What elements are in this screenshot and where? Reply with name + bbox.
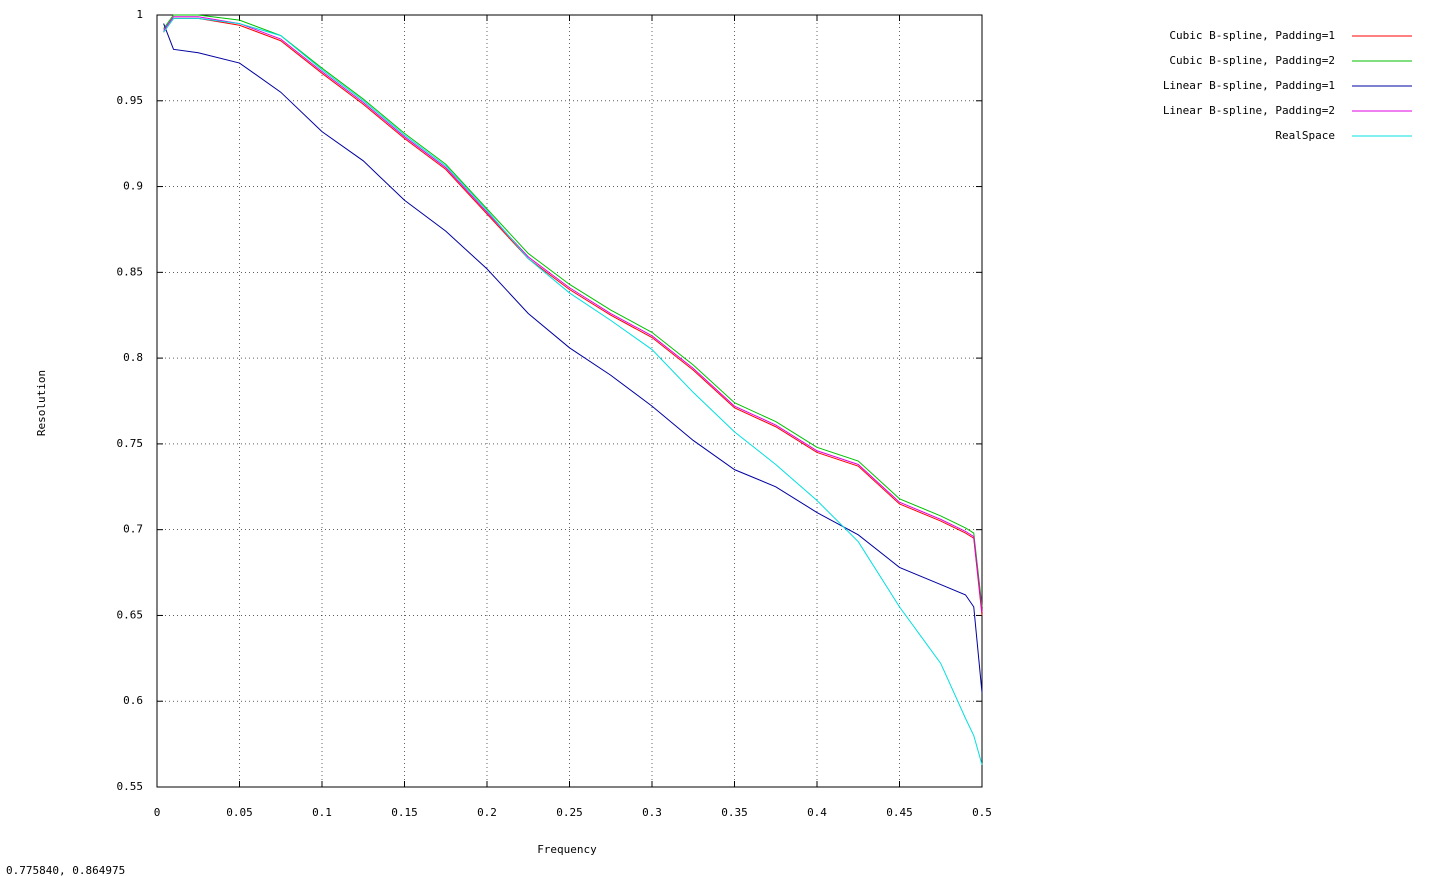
x-tick-label: 0.15 bbox=[391, 806, 418, 819]
y-tick-label: 0.55 bbox=[117, 780, 144, 793]
x-axis-label: Frequency bbox=[537, 843, 597, 856]
y-tick-label: 0.8 bbox=[123, 351, 143, 364]
series-line bbox=[163, 23, 983, 693]
legend-label: Cubic B-spline, Padding=2 bbox=[1169, 54, 1335, 67]
status-text: 0.775840, 0.864975 bbox=[6, 864, 125, 876]
series-line bbox=[163, 17, 983, 765]
legend-label: Cubic B-spline, Padding=1 bbox=[1169, 29, 1335, 42]
series-line bbox=[163, 14, 983, 607]
x-tick-label: 0.35 bbox=[721, 806, 748, 819]
x-tick-label: 0.05 bbox=[226, 806, 253, 819]
y-tick-label: 0.75 bbox=[117, 437, 144, 450]
series-line bbox=[163, 16, 983, 613]
plot-border bbox=[156, 14, 983, 788]
y-tick-label: 0.65 bbox=[117, 608, 144, 621]
x-tick-label: 0.4 bbox=[807, 806, 827, 819]
x-tick-label: 0.25 bbox=[556, 806, 583, 819]
x-tick-label: 0.45 bbox=[886, 806, 913, 819]
series-line bbox=[163, 17, 983, 616]
x-tick-label: 0.1 bbox=[312, 806, 332, 819]
y-tick-label: 0.85 bbox=[117, 265, 144, 278]
legend-label: Linear B-spline, Padding=2 bbox=[1163, 104, 1335, 117]
y-tick-label: 0.9 bbox=[123, 180, 143, 193]
y-tick-label: 0.7 bbox=[123, 523, 143, 536]
legend-label: RealSpace bbox=[1275, 129, 1335, 142]
x-tick-label: 0.5 bbox=[972, 806, 992, 819]
y-tick-label: 0.6 bbox=[123, 694, 143, 707]
y-tick-label: 1 bbox=[136, 8, 143, 21]
legend-label: Linear B-spline, Padding=1 bbox=[1163, 79, 1335, 92]
x-tick-label: 0.3 bbox=[642, 806, 662, 819]
x-tick-label: 0 bbox=[154, 806, 161, 819]
x-tick-label: 0.2 bbox=[477, 806, 497, 819]
y-tick-label: 0.95 bbox=[117, 94, 144, 107]
y-axis-label: Resolution bbox=[35, 370, 48, 436]
